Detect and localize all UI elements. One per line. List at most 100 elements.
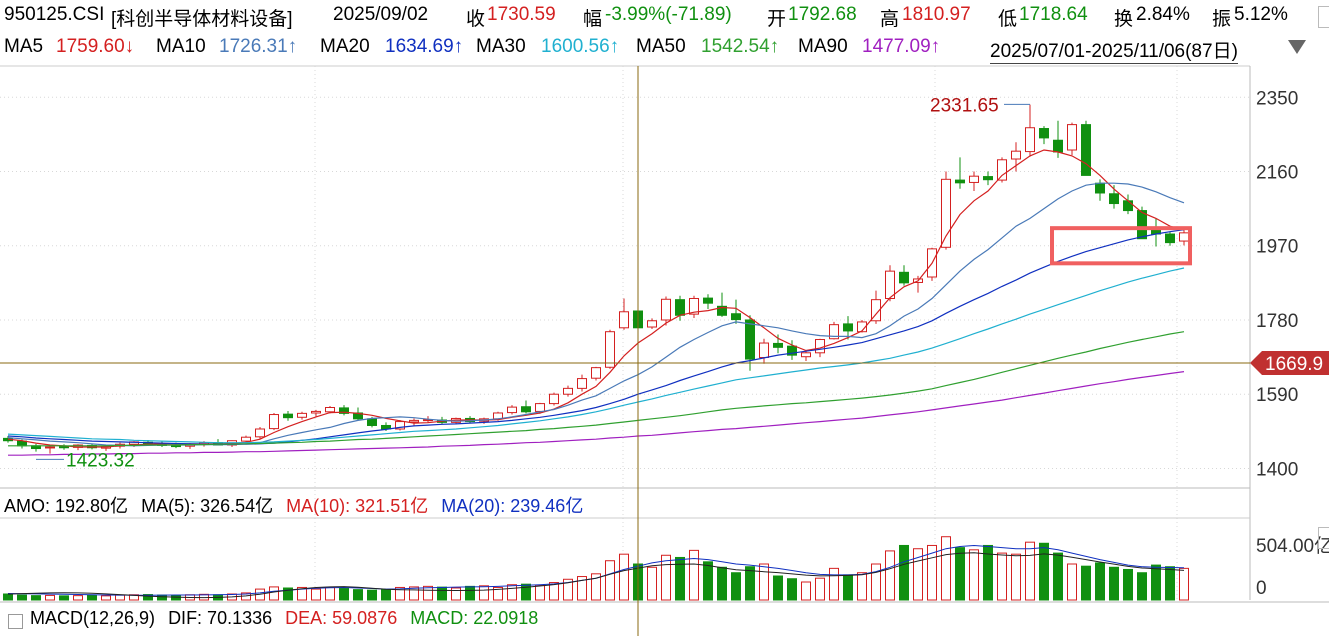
volume-bar [87,594,97,601]
volume-bar [549,582,559,601]
volume-bar [17,594,27,601]
volume-bar [745,566,755,601]
volume-bar [521,583,531,601]
candle-body [1165,233,1175,244]
volume-bar [311,588,321,601]
volume-bar [297,586,307,601]
volume-bar [1067,563,1077,601]
max-label: 2331.65 [930,95,999,116]
amo-ma10: MA(10): 321.51亿 [286,496,429,516]
volume-bar [1081,565,1091,601]
volume-bar [647,566,657,601]
candle-body [759,342,769,358]
candle-body [647,320,657,328]
candle-body [563,387,573,395]
volume-bar [31,595,41,601]
candle-body [801,352,811,358]
volume-bar [1053,552,1063,601]
volume-bars [3,536,1189,601]
index-name: [科创半导体材料设备] [111,9,293,30]
ma30-line [7,267,1185,444]
candle-body [409,419,419,423]
volume-bar [451,587,461,601]
volume-bar [1123,568,1133,601]
price-tick-label: 2350 [1256,88,1298,109]
quote-date: 2025/09/02 [333,4,429,25]
volume-bar [955,547,965,601]
ma90-label: MA90 [798,36,848,57]
index-code[interactable]: 950125.CSI [4,4,105,25]
close-label: 收 [466,9,486,30]
candle-body [619,311,629,329]
min-label: 1423.32 [66,450,135,471]
volume-bar [703,561,713,601]
volume-bar [563,578,573,601]
volume-bar [759,563,769,601]
volume-bar [1137,572,1147,601]
ma50-line [8,331,1185,447]
side-panel-toggle[interactable] [1318,6,1329,28]
candle-body [325,407,335,413]
candle-body [1011,150,1021,160]
candle-body [717,305,727,316]
price-tick-label: 1780 [1256,311,1298,332]
expand-icon[interactable] [8,614,23,629]
date-range-selector[interactable]: 2025/07/01-2025/11/06(87日) [990,36,1238,64]
candle-body [899,271,909,284]
grid [0,65,1329,603]
turnover-label: 换 [1114,9,1134,30]
candle-body [885,270,895,299]
volume-bar [619,553,629,601]
high-value: 1810.97 [902,4,971,25]
amplitude-label: 振 [1212,9,1232,30]
candle-body [339,407,349,414]
volume-bar [479,585,489,601]
macd-dea: DEA: 59.0876 [285,608,398,628]
volume-bar [1039,542,1049,601]
candle-body [815,339,825,354]
volume-bar [157,594,167,601]
volume-bar [115,594,125,601]
volume-bar [493,586,503,601]
volume-bar [269,586,279,601]
overlay: 1669.9 2331.65 1423.32 [0,66,1329,636]
ma5-label: MA5 [4,36,44,57]
candle-body [283,413,293,419]
ma90-line [8,371,1185,456]
volume-bar [675,556,685,601]
candle-body [1039,128,1049,139]
amo-value: AMO: 192.80亿 [4,496,129,516]
volume-bar [591,573,601,601]
volume-bar [423,585,433,601]
candle-body [1095,182,1105,194]
candle-body [997,159,1007,181]
volume-bar [1151,564,1161,601]
candle-body [1081,124,1091,176]
candle-body [1053,139,1063,153]
candle-body [605,331,615,368]
price-tick-label: 1590 [1256,385,1298,406]
volume-bar [997,552,1007,601]
turnover-value: 2.84% [1136,4,1190,25]
volume-bar [325,586,335,601]
volume-bar [577,576,587,601]
amo-ma5: MA(5): 326.54亿 [141,496,274,516]
volume-bar [283,587,293,601]
volume-bar [3,593,13,601]
candle-body [1123,200,1133,212]
volume-bar [409,586,419,601]
ma90-value: 1477.09↑ [862,36,941,57]
chevron-down-icon[interactable] [1288,40,1306,54]
volume-bar [773,575,783,601]
candle-body [1179,232,1189,242]
ma-lines [7,149,1185,456]
side-panel-toggle[interactable] [1318,527,1329,549]
macd-legend: MACD(12,26,9) DIF: 70.1336 DEA: 59.0876 … [30,608,546,629]
volume-bar [1165,566,1175,601]
candle-body [955,179,965,184]
volume-tick-label: 504.00亿 [1256,535,1329,557]
candle-body [1137,210,1147,240]
volume-bar [143,594,153,601]
volume-bar [381,589,391,601]
